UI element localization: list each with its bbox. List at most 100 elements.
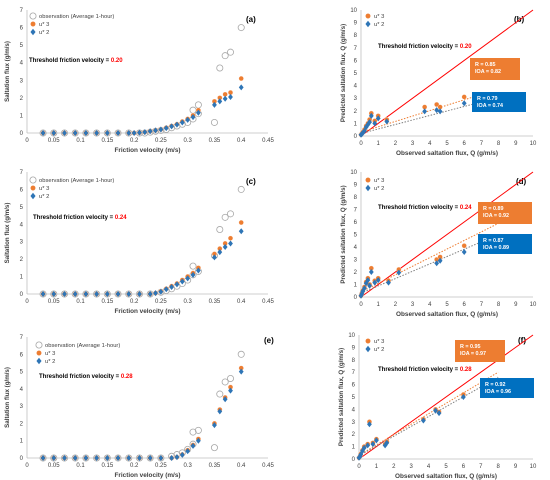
y-tick-label: 5 — [20, 370, 24, 376]
series-u2 — [40, 228, 244, 297]
data-point — [93, 454, 101, 462]
y-tick-label: 5 — [352, 395, 356, 401]
data-point — [60, 290, 68, 298]
legend-entry: u* 3 — [39, 186, 49, 192]
legend-marker — [35, 341, 43, 349]
legend-marker — [30, 192, 36, 200]
y-tick-label: 9 — [352, 345, 356, 351]
y-tick-label: 4 — [352, 407, 356, 413]
data-point — [227, 48, 235, 56]
data-point — [51, 291, 57, 297]
data-point — [147, 128, 153, 135]
y-axis-label: Predicted saltation flux, Q (g/m/s) — [340, 185, 347, 283]
data-point — [185, 275, 191, 282]
panel-label: (e) — [264, 336, 274, 345]
data-point — [189, 262, 197, 270]
data-point — [131, 130, 137, 136]
y-tick-label: 6 — [20, 187, 24, 193]
y-tick-label: 4 — [20, 222, 24, 228]
legend-marker — [365, 177, 371, 183]
data-point — [434, 101, 440, 108]
data-point — [40, 130, 46, 136]
threshold-separator: = — [114, 374, 121, 380]
data-point — [185, 448, 191, 455]
x-tick-label: 3 — [411, 302, 415, 308]
x-tick-label: 0 — [25, 299, 29, 305]
y-tick-label: 2 — [20, 421, 24, 427]
legend-marker — [365, 13, 371, 19]
data-point — [169, 284, 174, 291]
data-point — [367, 421, 372, 428]
data-point — [433, 407, 438, 414]
data-point — [370, 441, 376, 448]
stats-box-u3 — [455, 340, 505, 362]
panel-a: 0 0.05 0.1 0.15 0.2 0.25 0.3 0.35 0.4 0.45 0 1 2 3 4 5 6… — [4, 8, 274, 154]
data-point — [222, 396, 228, 403]
y-tick-label: 4 — [354, 245, 358, 251]
series-observation — [39, 24, 245, 137]
data-point — [60, 129, 68, 137]
x-tick-label: 3 — [411, 141, 415, 147]
legend-marker — [36, 350, 42, 356]
data-point — [221, 213, 229, 221]
legend-entry: u* 2 — [374, 186, 384, 192]
data-point — [158, 455, 164, 461]
legend-marker — [30, 185, 36, 191]
y-tick-label: 3 — [20, 240, 24, 246]
y-tick-label: 6 — [352, 383, 356, 389]
data-point — [367, 282, 372, 289]
x-tick-label: 0 — [25, 463, 29, 469]
data-point — [237, 350, 245, 358]
data-point — [190, 271, 196, 278]
threshold-separator: = — [453, 44, 460, 50]
data-point — [434, 107, 440, 114]
stats-line: R = 0.95 — [460, 344, 481, 350]
data-point — [72, 291, 78, 297]
x-tick-label: 0 — [25, 138, 29, 144]
stats-box-u3 — [470, 58, 520, 80]
data-point — [114, 290, 122, 298]
data-point — [210, 118, 218, 126]
x-tick-label: 7 — [480, 302, 484, 308]
data-point — [83, 455, 89, 461]
data-point — [368, 269, 374, 275]
panel-label: (f) — [518, 336, 526, 345]
data-point — [71, 454, 79, 462]
legend-marker — [30, 21, 36, 27]
threshold-label: Threshold friction velocity — [378, 205, 454, 211]
data-point — [115, 130, 121, 136]
threshold-value: 0.20 — [111, 58, 123, 64]
x-tick-label: 5 — [444, 464, 448, 470]
data-point — [83, 291, 89, 297]
trendline-u2 — [360, 234, 499, 294]
y-tick-label: 6 — [20, 26, 24, 32]
data-point — [174, 281, 180, 288]
data-point — [135, 290, 143, 298]
data-point — [228, 240, 233, 247]
threshold-annotation: Threshold friction velocity = 0.20 — [378, 44, 472, 50]
data-point — [71, 129, 79, 137]
x-axis-label: Observed saltation flux, Q (g/m/s) — [396, 311, 498, 318]
legend-marker — [29, 176, 37, 184]
y-tick-label: 4 — [20, 61, 24, 67]
data-point — [82, 129, 90, 137]
series-u3 — [358, 243, 467, 299]
data-point — [210, 444, 218, 452]
data-point — [384, 118, 390, 125]
data-point — [228, 387, 233, 394]
data-point — [217, 98, 223, 105]
data-point — [221, 52, 229, 60]
data-point — [237, 185, 245, 193]
stats-line: R = 0.85 — [475, 62, 496, 68]
y-tick-label: 10 — [350, 170, 357, 176]
data-point — [103, 454, 111, 462]
data-point — [158, 288, 164, 295]
data-point — [174, 121, 180, 128]
x-tick-label: 0.15 — [101, 463, 113, 469]
y-tick-label: 8 — [352, 358, 356, 364]
threshold-value: 0.20 — [460, 44, 472, 50]
data-point — [384, 439, 390, 446]
y-tick-label: 1 — [354, 121, 358, 127]
y-tick-label: 2 — [354, 109, 358, 115]
